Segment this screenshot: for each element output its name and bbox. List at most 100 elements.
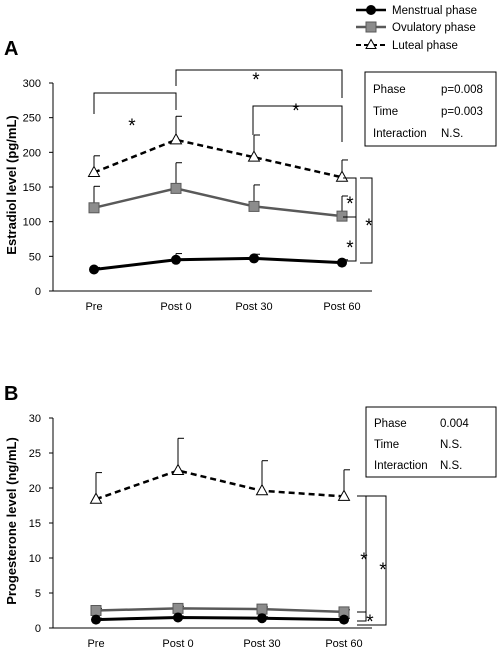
- panel-b-y-tick-label: 25: [29, 448, 41, 460]
- series-ovulatory: [88, 162, 348, 222]
- legend-item-luteal: Luteal phase: [356, 38, 458, 52]
- stat-label-time-b: Time: [374, 439, 399, 451]
- point-luteal: [255, 483, 269, 496]
- panel-b-y-tick-label: 15: [29, 518, 41, 530]
- panel-b-y-tick-label: 10: [29, 553, 41, 565]
- point-ovulatory: [170, 182, 182, 194]
- stat-value-time-a: p=0.003: [441, 106, 483, 118]
- stat-label-interaction-b: Interaction: [374, 460, 428, 472]
- series-line-luteal: [95, 469, 345, 501]
- series-line-luteal: [93, 138, 343, 179]
- panel-a-x-tick-label: Post 60: [323, 301, 360, 313]
- panel-letter-a: A: [4, 38, 18, 60]
- bracket-post30-post60: [252, 105, 343, 142]
- panel-b-x-tick-label: Post 30: [243, 638, 280, 649]
- sig-star-b-ovulatory-menstrual: *: [366, 612, 374, 633]
- panel-a-stats-box: Phase p=0.008 Time p=0.003 Interaction N…: [364, 71, 497, 147]
- panel-a-x-tick-label: Post 30: [235, 301, 272, 313]
- series-line-menstrual: [93, 256, 343, 271]
- panel-a-y-tick-label: 50: [29, 251, 41, 263]
- point-luteal: [169, 132, 183, 145]
- panel-a-y-tick-label: 150: [23, 182, 41, 194]
- series-luteal: [87, 115, 349, 182]
- point-menstrual: [89, 264, 99, 275]
- sig-star-b-luteal-menstrual: *: [379, 560, 387, 581]
- bracket-b-luteal-menstrual: [357, 495, 387, 626]
- panel-a-y-tick-label: 100: [23, 217, 41, 229]
- sig-star-luteal-menstrual: *: [365, 216, 373, 237]
- point-menstrual: [173, 612, 183, 623]
- point-luteal: [89, 492, 103, 504]
- legend-label-ovulatory: Ovulatory phase: [392, 22, 476, 34]
- stat-label-phase-b: Phase: [374, 418, 407, 430]
- point-menstrual: [339, 614, 349, 625]
- point-ovulatory: [88, 202, 100, 214]
- legend: Menstrual phase Ovulatory phase Luteal p…: [356, 5, 477, 52]
- bracket-luteal-menstrual: [360, 177, 373, 264]
- panel-b-y-tick-label: 30: [29, 413, 41, 425]
- panel-a-significance: [93, 69, 357, 262]
- stat-label-phase-a: Phase: [373, 84, 406, 96]
- panel-b-y-tick-label: 20: [29, 483, 41, 495]
- series-line-ovulatory: [95, 607, 345, 614]
- panel-b-axes: 0 5 10 15 20 25 30 Pre Post 0 Post 30 Post 60: [29, 413, 372, 649]
- point-luteal: [337, 489, 351, 501]
- panel-b: B Progesterone level (ng/mL) 0 5 10 15 20 25 3…: [4, 383, 497, 649]
- legend-item-menstrual: Menstrual phase: [356, 5, 477, 17]
- panel-a-y-tick-label: 200: [23, 147, 41, 159]
- bracket-phase-outer: [343, 177, 357, 262]
- panel-b-series: [89, 437, 351, 625]
- series-menstrual: [89, 253, 348, 275]
- point-menstrual: [249, 253, 259, 264]
- panel-a-x-tick-label: Post 0: [160, 301, 191, 313]
- point-luteal: [87, 165, 101, 177]
- stat-label-interaction-a: Interaction: [373, 128, 427, 140]
- point-menstrual: [171, 254, 181, 265]
- bracket-post0-post60: [175, 69, 343, 98]
- luteal-marker-icon: [365, 38, 377, 49]
- legend-label-luteal: Luteal phase: [392, 40, 458, 52]
- bracket-b-ovulatory-menstrual: [357, 611, 367, 622]
- panel-b-x-tick-label: Post 60: [325, 638, 362, 649]
- panel-a: A Estradiol level (pg/mL) 0 50 100 150 200 25…: [4, 38, 497, 313]
- panel-b-significance: [357, 495, 387, 626]
- panel-a-x-tick-label: Pre: [85, 301, 102, 313]
- point-ovulatory: [248, 200, 260, 212]
- point-menstrual: [337, 257, 347, 268]
- point-luteal: [335, 170, 349, 182]
- panel-letter-b: B: [4, 383, 18, 405]
- point-menstrual: [257, 613, 267, 624]
- panel-a-series: [87, 115, 349, 275]
- panel-b-y-tick-label: 5: [35, 588, 41, 600]
- panel-b-stats-box: Phase 0.004 Time N.S. Interaction N.S.: [365, 406, 497, 478]
- series-menstrual: [91, 612, 350, 625]
- legend-item-ovulatory: Ovulatory phase: [356, 21, 476, 34]
- point-ovulatory: [256, 603, 268, 615]
- point-ovulatory: [336, 210, 348, 222]
- panel-a-y-tick-label: 300: [23, 78, 41, 90]
- point-menstrual: [91, 614, 101, 625]
- stat-value-phase-b: 0.004: [440, 418, 469, 430]
- menstrual-marker-icon: [366, 5, 376, 15]
- sig-star-post0-post60: *: [252, 70, 260, 91]
- panel-b-y-tick-label: 0: [35, 623, 41, 635]
- ovulatory-marker-icon: [365, 21, 377, 33]
- stat-value-phase-a: p=0.008: [441, 84, 483, 96]
- point-luteal: [171, 463, 185, 475]
- panel-a-y-tick-label: 250: [23, 113, 41, 125]
- point-luteal: [247, 150, 261, 162]
- point-ovulatory: [172, 602, 184, 614]
- panel-a-y-tick-label: 0: [35, 286, 41, 298]
- panel-a-axes: 0 50 100 150 200 250 300 Pre Post 0 Post 30 Post 6…: [23, 78, 372, 313]
- panel-b-y-axis-title: Progesterone level (ng/mL): [4, 437, 19, 605]
- legend-label-menstrual: Menstrual phase: [392, 5, 477, 17]
- sig-star-b-luteal-ovulatory: *: [360, 550, 368, 571]
- panel-b-x-tick-label: Pre: [87, 638, 104, 649]
- series-line-ovulatory: [93, 187, 343, 218]
- series-line-menstrual: [95, 615, 345, 622]
- sig-star-post30-post60: *: [292, 101, 300, 122]
- series-ovulatory: [90, 602, 350, 618]
- panel-a-y-axis-title: Estradiol level (pg/mL): [4, 115, 19, 254]
- point-ovulatory: [90, 605, 102, 616]
